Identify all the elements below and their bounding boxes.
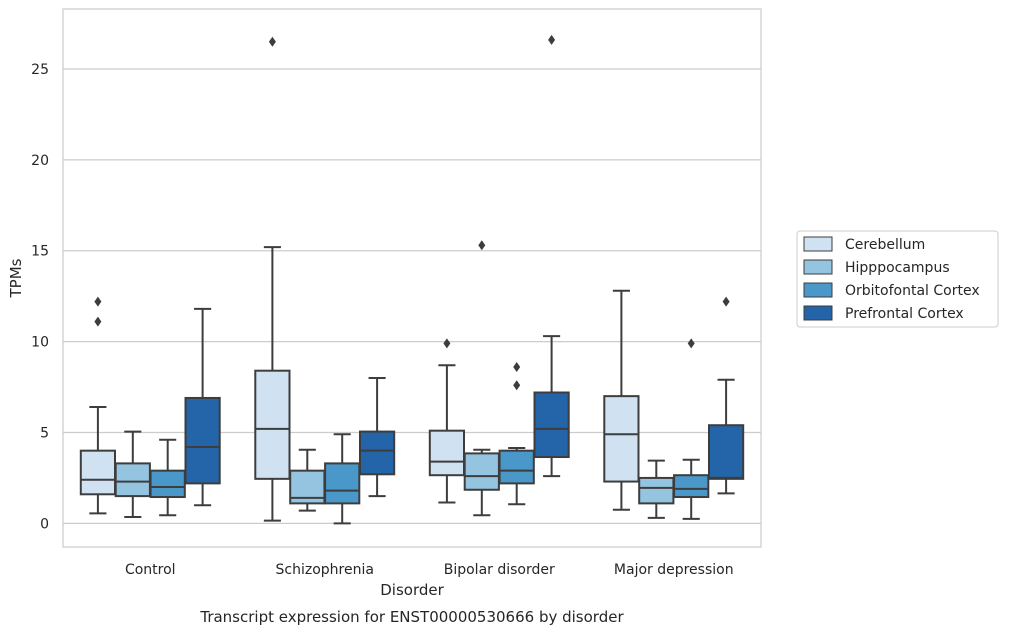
box-body bbox=[603, 395, 640, 483]
y-tick-label: 25 bbox=[31, 62, 49, 78]
box-body bbox=[428, 429, 466, 477]
y-tick-label: 10 bbox=[31, 335, 49, 351]
box-body bbox=[533, 391, 570, 459]
box-hipppocampus bbox=[463, 240, 500, 517]
legend-swatch bbox=[803, 236, 833, 252]
box-prefrontal-cortex bbox=[184, 307, 221, 507]
box-cerebellum bbox=[79, 296, 117, 515]
y-tick-labels: 0 5 10 15 20 25 bbox=[31, 62, 49, 532]
box-orbitofontal-cortex bbox=[149, 438, 186, 517]
legend-label: Prefrontal Cortex bbox=[845, 306, 964, 322]
legend-swatch bbox=[803, 305, 833, 321]
box-body bbox=[184, 396, 221, 485]
grid-lines bbox=[63, 68, 761, 524]
x-tick-label: Schizophrenia bbox=[276, 562, 374, 578]
y-tick-label: 5 bbox=[40, 425, 49, 441]
box-body bbox=[463, 452, 500, 491]
y-tick-label: 20 bbox=[31, 153, 49, 169]
box-cerebellum bbox=[254, 36, 291, 522]
x-axis-label: Disorder bbox=[380, 581, 444, 599]
outlier-point bbox=[443, 338, 451, 349]
y-tick-label: 15 bbox=[31, 244, 49, 260]
box-body bbox=[498, 449, 535, 485]
box-body bbox=[114, 462, 151, 498]
legend-swatch bbox=[803, 282, 833, 298]
box-hipppocampus bbox=[289, 448, 326, 512]
legend-label: Cerebellum bbox=[845, 237, 925, 253]
outlier-point bbox=[94, 316, 102, 327]
box-orbitofontal-cortex bbox=[324, 433, 361, 525]
box-body bbox=[707, 424, 745, 480]
outlier-point bbox=[548, 34, 556, 45]
x-tick-label: Control bbox=[125, 562, 176, 578]
legend-label: Hipppocampus bbox=[845, 260, 950, 276]
outlier-point bbox=[513, 362, 521, 373]
legend-frame bbox=[796, 230, 999, 328]
box-orbitofontal-cortex bbox=[673, 338, 710, 520]
box-cerebellum bbox=[603, 289, 640, 511]
box-hipppocampus bbox=[638, 459, 675, 519]
box-prefrontal-cortex bbox=[707, 296, 745, 495]
outlier-point bbox=[722, 296, 730, 307]
box-orbitofontal-cortex bbox=[498, 362, 535, 506]
legend-swatch bbox=[803, 259, 833, 275]
box-body bbox=[79, 449, 117, 496]
box-body bbox=[638, 476, 675, 505]
box-body bbox=[254, 369, 291, 480]
legend-label: Orbitofontal Cortex bbox=[845, 283, 980, 299]
chart-caption: Transcript expression for ENST0000053066… bbox=[199, 608, 624, 626]
outlier-point bbox=[687, 338, 695, 349]
outlier-point bbox=[513, 380, 521, 391]
box-prefrontal-cortex bbox=[358, 376, 396, 498]
outlier-point bbox=[268, 36, 276, 47]
y-axis-label: TPMs bbox=[7, 258, 25, 298]
x-tick-label: Bipolar disorder bbox=[444, 562, 555, 578]
box-prefrontal-cortex bbox=[533, 34, 570, 478]
box-cerebellum bbox=[428, 338, 466, 504]
outlier-point bbox=[94, 296, 102, 307]
box-body bbox=[149, 469, 186, 499]
y-tick-label: 0 bbox=[40, 516, 49, 532]
box-hipppocampus bbox=[114, 430, 151, 519]
box-series bbox=[79, 34, 745, 525]
x-tick-label: Major depression bbox=[614, 562, 734, 578]
plot-frame bbox=[62, 8, 762, 548]
box-body bbox=[673, 474, 710, 499]
x-tick-labels: Control Schizophrenia Bipolar disorder Majo… bbox=[125, 562, 734, 578]
legend-items: Cerebellum Hipppocampus Orbitofontal Corte… bbox=[803, 236, 980, 322]
legend: Cerebellum Hipppocampus Orbitofontal Corte… bbox=[796, 230, 999, 328]
outlier-point bbox=[478, 240, 486, 251]
box-body bbox=[324, 462, 361, 505]
box-body bbox=[358, 430, 396, 476]
